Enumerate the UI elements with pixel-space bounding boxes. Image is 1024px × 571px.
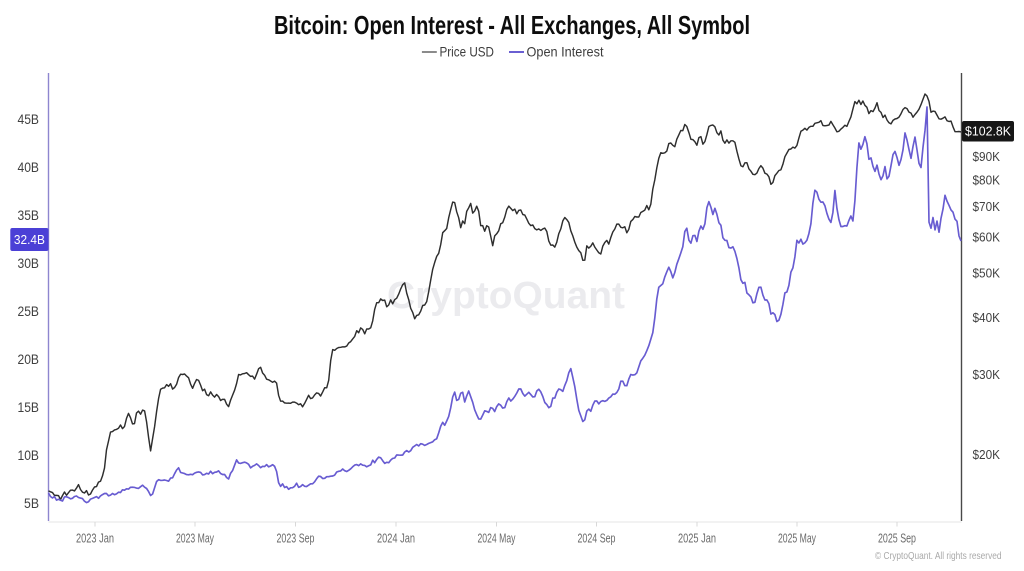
svg-text:$50K: $50K xyxy=(973,266,1001,281)
svg-text:5B: 5B xyxy=(24,496,39,511)
svg-text:$70K: $70K xyxy=(973,199,1001,214)
svg-text:$90K: $90K xyxy=(973,149,1001,164)
svg-text:$40K: $40K xyxy=(973,310,1001,325)
svg-text:2024 Sep: 2024 Sep xyxy=(578,532,616,546)
svg-text:$80K: $80K xyxy=(973,172,1001,187)
svg-text:32.4B: 32.4B xyxy=(14,232,45,247)
svg-text:30B: 30B xyxy=(18,256,40,271)
svg-text:2025 Sep: 2025 Sep xyxy=(878,532,916,546)
svg-text:20B: 20B xyxy=(18,352,40,367)
svg-text:40B: 40B xyxy=(18,160,40,175)
svg-text:2024 Jan: 2024 Jan xyxy=(377,532,415,546)
svg-text:Price USD: Price USD xyxy=(440,44,495,60)
svg-text:2025 Jan: 2025 Jan xyxy=(678,532,716,546)
svg-text:45B: 45B xyxy=(18,112,40,127)
svg-text:$102.8K: $102.8K xyxy=(965,125,1012,139)
svg-text:2023 Sep: 2023 Sep xyxy=(277,532,315,546)
svg-text:10B: 10B xyxy=(18,448,40,463)
svg-text:35B: 35B xyxy=(18,208,40,223)
svg-text:CryptoQuant: CryptoQuant xyxy=(387,275,625,317)
svg-text:25B: 25B xyxy=(18,304,40,319)
svg-text:2025 May: 2025 May xyxy=(778,532,817,546)
svg-text:$30K: $30K xyxy=(973,367,1001,382)
svg-text:2023 Jan: 2023 Jan xyxy=(76,532,114,546)
svg-text:Open Interest: Open Interest xyxy=(527,44,604,60)
svg-text:Bitcoin: Open Interest - All E: Bitcoin: Open Interest - All Exchanges, … xyxy=(274,10,750,40)
svg-text:2023 May: 2023 May xyxy=(176,532,215,546)
svg-text:© CryptoQuant. All rights rese: © CryptoQuant. All rights reserved xyxy=(875,550,1002,562)
svg-text:$20K: $20K xyxy=(973,447,1001,462)
svg-text:15B: 15B xyxy=(18,400,40,415)
svg-text:$60K: $60K xyxy=(973,230,1001,245)
svg-text:2024 May: 2024 May xyxy=(478,532,517,546)
